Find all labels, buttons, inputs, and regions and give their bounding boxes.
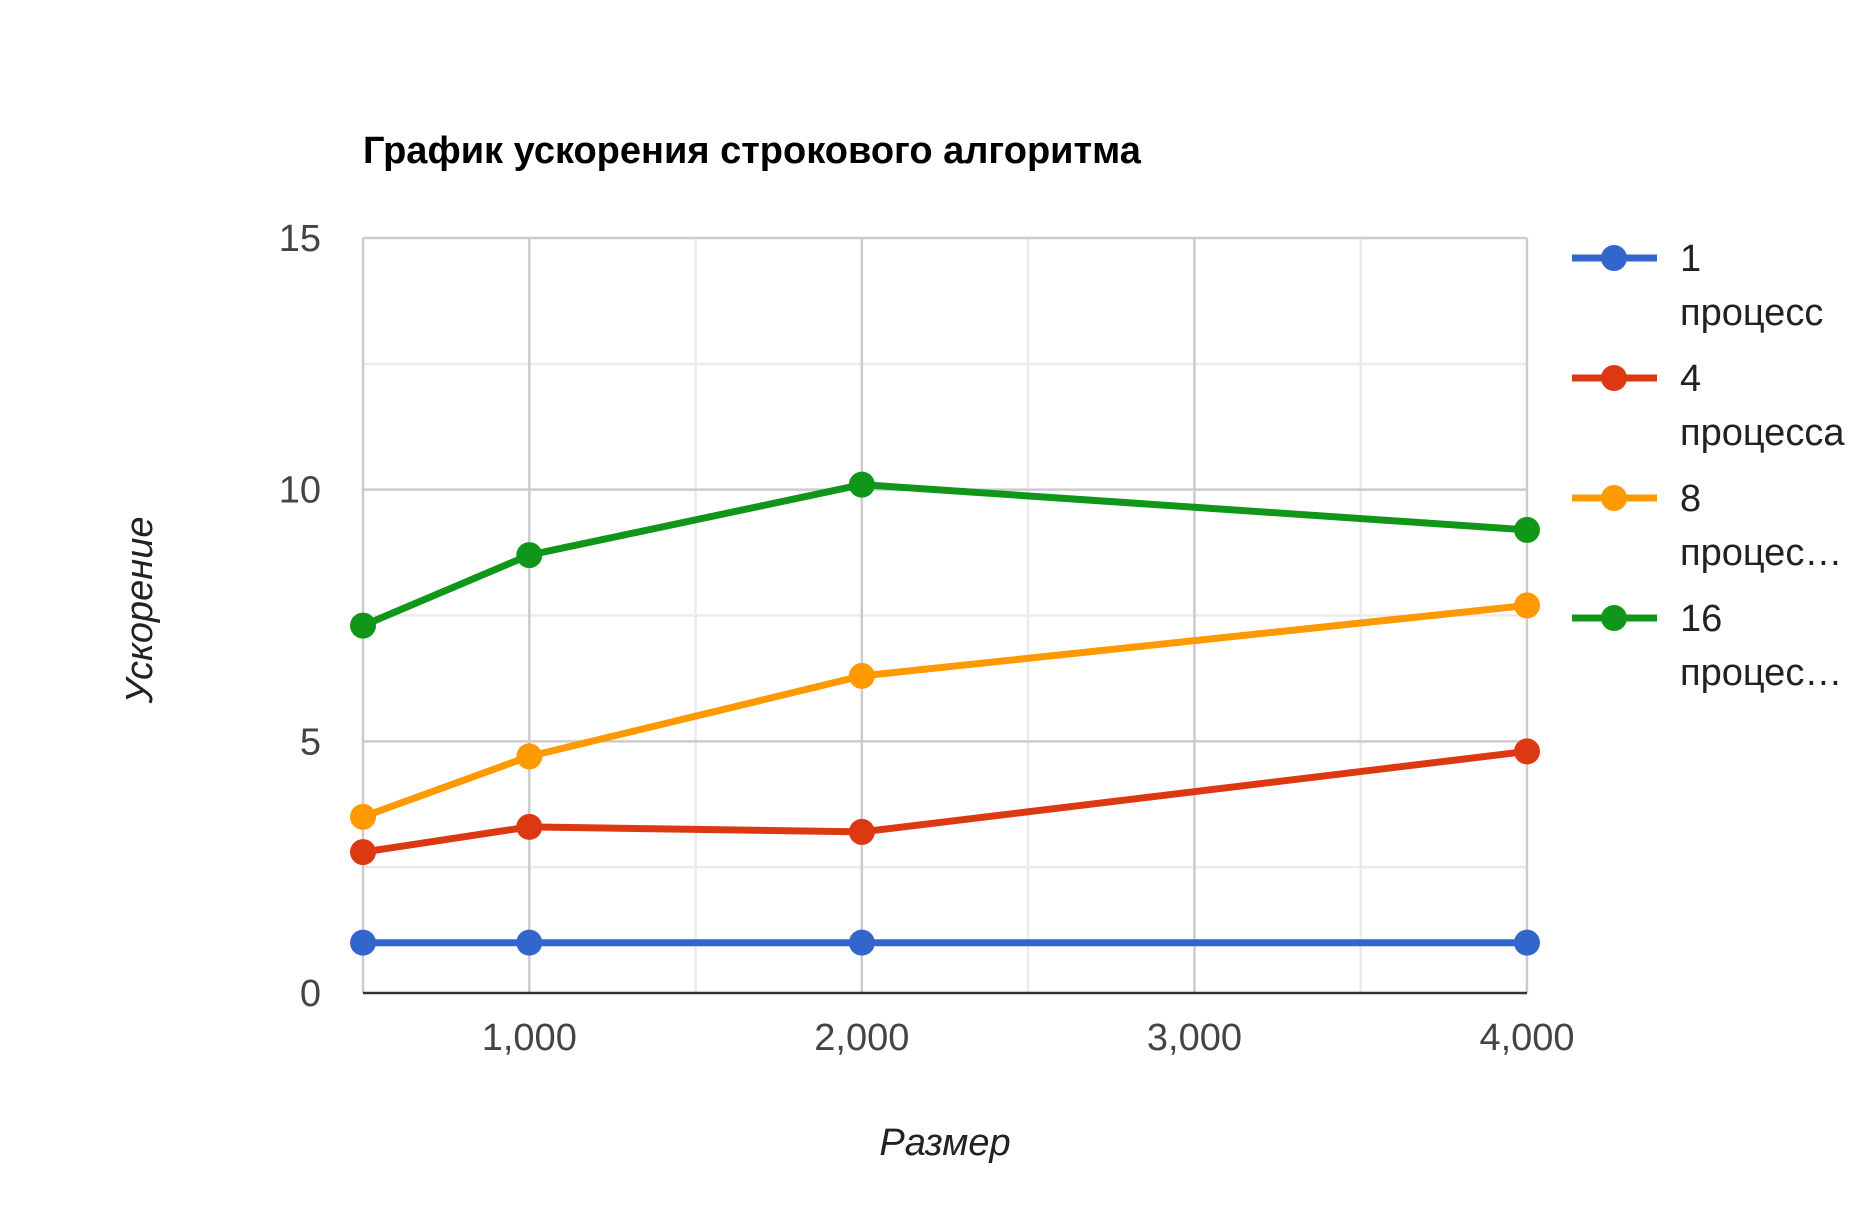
y-tick-label: 15 [279, 218, 321, 260]
data-point [516, 743, 543, 770]
legend-label: 16 процес… [1680, 598, 1842, 694]
legend-entry: 1 процесс [1572, 238, 1823, 334]
axes: 0 5 10 15 1,000 2,000 3,000 4,000 [279, 218, 1575, 1059]
legend-label: 1 процесс [1680, 238, 1823, 334]
legend-swatch-marker [1601, 245, 1627, 271]
legend-label-line: процесса [1680, 412, 1845, 454]
data-point [1514, 738, 1540, 765]
data-point [1514, 929, 1540, 956]
y-tick-label: 5 [300, 721, 321, 763]
x-axis-title: Размер [879, 1122, 1010, 1164]
data-point [848, 929, 875, 956]
series-lines [350, 471, 1540, 956]
y-tick-label: 10 [279, 470, 321, 512]
series-line [359, 481, 1531, 630]
series-line [359, 601, 1531, 821]
legend-swatch-marker [1601, 485, 1627, 511]
data-point [350, 839, 376, 866]
legend-entry: 4 процесса [1572, 358, 1845, 454]
chart-title: График ускорения строкового алгоритма [363, 130, 1142, 172]
legend-label-line: процес… [1680, 532, 1842, 574]
legend-label-line: процес… [1680, 652, 1842, 694]
data-point [516, 929, 543, 956]
data-point [350, 803, 376, 830]
y-tick-label: 0 [300, 973, 321, 1015]
data-point [1514, 592, 1540, 619]
data-point [848, 662, 875, 689]
data-point [350, 612, 376, 639]
legend: 1 процесс 4 процесса 8 процес… 16 процес… [1572, 238, 1845, 694]
grid-lines [361, 236, 1529, 993]
y-axis-title: Ускорение [119, 517, 161, 705]
series-line [359, 747, 1531, 856]
legend-label: 8 процес… [1680, 478, 1842, 574]
legend-label: 4 процесса [1680, 358, 1845, 454]
series-group [350, 592, 1540, 830]
legend-label-line: процесс [1680, 292, 1823, 334]
data-point [848, 818, 875, 845]
x-tick-label: 1,000 [482, 1017, 577, 1059]
legend-entry: 8 процес… [1572, 478, 1842, 574]
data-point [350, 929, 376, 956]
legend-entry: 16 процес… [1572, 598, 1842, 694]
series-group [350, 471, 1540, 639]
x-tick-label: 2,000 [814, 1017, 909, 1059]
legend-label-line: 4 [1680, 358, 1701, 400]
legend-label-line: 8 [1680, 478, 1701, 520]
data-point [1514, 516, 1540, 543]
data-point [516, 813, 543, 840]
data-point [848, 471, 875, 498]
legend-label-line: 16 [1680, 598, 1722, 640]
legend-label-line: 1 [1680, 238, 1701, 280]
x-tick-label: 3,000 [1147, 1017, 1242, 1059]
series-group [350, 738, 1540, 866]
data-point [516, 542, 543, 569]
series-group [350, 929, 1540, 956]
legend-swatch-marker [1601, 365, 1627, 391]
x-tick-label: 4,000 [1479, 1017, 1574, 1059]
legend-swatch-marker [1601, 605, 1627, 631]
